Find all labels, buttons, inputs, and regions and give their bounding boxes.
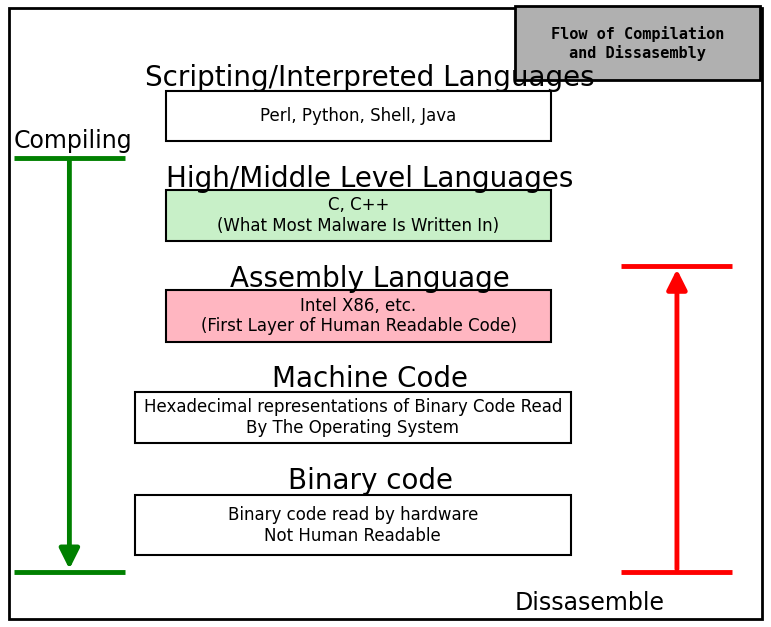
Bar: [135, 392, 571, 443]
Text: High/Middle Level Languages: High/Middle Level Languages: [167, 165, 574, 192]
Text: Machine Code: Machine Code: [272, 366, 468, 393]
Bar: [166, 290, 551, 342]
Text: Intel X86, etc.
(First Layer of Human Readable Code): Intel X86, etc. (First Layer of Human Re…: [200, 297, 517, 335]
Text: Perl, Python, Shell, Java: Perl, Python, Shell, Java: [261, 107, 456, 125]
Text: C, C++
(What Most Malware Is Written In): C, C++ (What Most Malware Is Written In): [217, 196, 500, 235]
Text: Dissasemble: Dissasemble: [515, 591, 665, 615]
Text: Hexadecimal representations of Binary Code Read
By The Operating System: Hexadecimal representations of Binary Co…: [143, 398, 562, 437]
Bar: [135, 495, 571, 555]
Bar: [515, 6, 760, 80]
Text: Flow of Compilation
and Dissasembly: Flow of Compilation and Dissasembly: [551, 26, 724, 61]
Text: Compiling: Compiling: [14, 129, 133, 153]
Bar: [166, 190, 551, 241]
Text: Scripting/Interpreted Languages: Scripting/Interpreted Languages: [145, 65, 595, 92]
Text: Binary code read by hardware
Not Human Readable: Binary code read by hardware Not Human R…: [227, 506, 478, 544]
Text: Binary code: Binary code: [288, 467, 453, 495]
Bar: [166, 91, 551, 141]
Text: Assembly Language: Assembly Language: [231, 265, 510, 293]
